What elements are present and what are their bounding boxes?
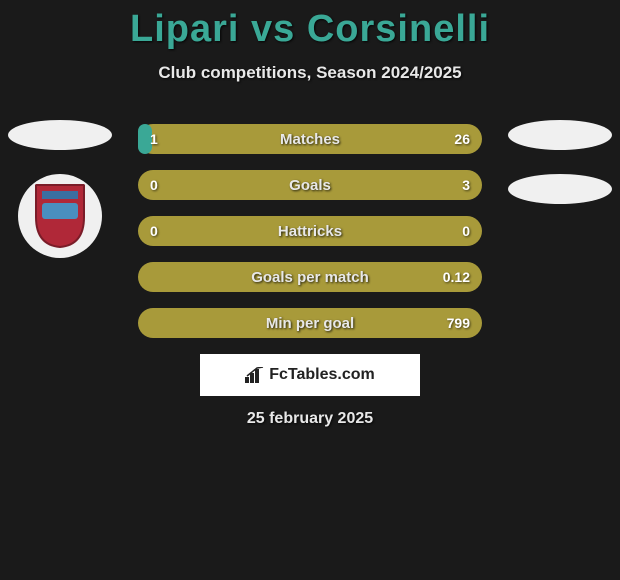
- left-placeholder-ellipse: [8, 120, 112, 150]
- stat-label: Goals per match: [138, 269, 482, 286]
- right-placeholder-ellipse-1: [508, 120, 612, 150]
- page-title: Lipari vs Corsinelli: [0, 0, 620, 51]
- stats-panel: 1Matches260Goals30Hattricks0Goals per ma…: [138, 124, 482, 354]
- left-club-crest: [18, 174, 102, 258]
- right-badge-column: [500, 120, 620, 228]
- shield-icon: [32, 183, 88, 249]
- stat-right-value: 26: [454, 131, 470, 147]
- brand-box: FcTables.com: [200, 354, 420, 396]
- stat-right-value: 0.12: [443, 269, 470, 285]
- stat-row: 1Matches26: [138, 124, 482, 154]
- stat-row: Goals per match0.12: [138, 262, 482, 292]
- page-subtitle: Club competitions, Season 2024/2025: [0, 63, 620, 83]
- bars-icon: [245, 367, 265, 383]
- stat-label: Min per goal: [138, 315, 482, 332]
- stat-row: 0Goals3: [138, 170, 482, 200]
- stat-label: Hattricks: [138, 223, 482, 240]
- right-placeholder-ellipse-2: [508, 174, 612, 204]
- stat-right-value: 799: [447, 315, 470, 331]
- stat-right-value: 3: [462, 177, 470, 193]
- stat-label: Goals: [138, 177, 482, 194]
- left-badge-column: [0, 120, 120, 258]
- brand-text: FcTables.com: [269, 366, 375, 384]
- stat-row: Min per goal799: [138, 308, 482, 338]
- stat-right-value: 0: [462, 223, 470, 239]
- stat-label: Matches: [138, 131, 482, 148]
- stat-row: 0Hattricks0: [138, 216, 482, 246]
- date-label: 25 february 2025: [0, 410, 620, 428]
